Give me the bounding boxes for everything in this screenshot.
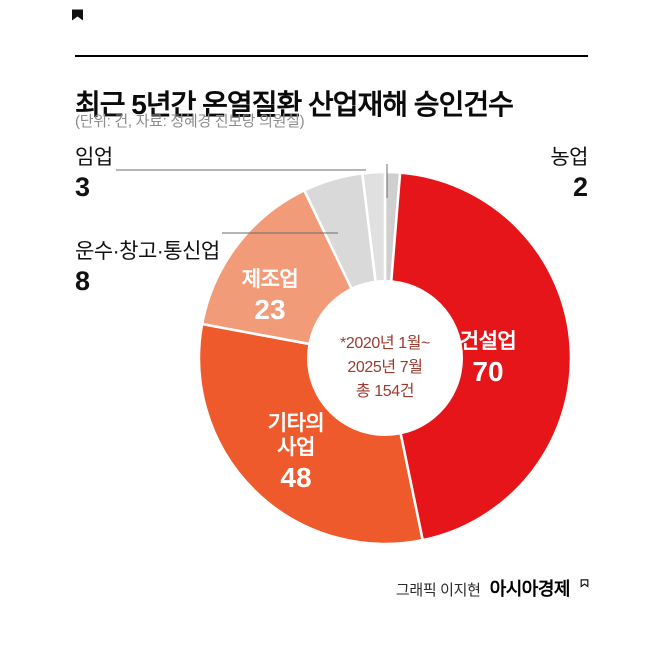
construction-value: 70: [472, 356, 504, 388]
other-business-name-line2: 사업: [277, 436, 315, 460]
manufacturing-value: 23: [254, 294, 286, 326]
construction-name: 건설업: [459, 330, 517, 353]
donut-center-hole: [307, 280, 463, 436]
footer-credit: 그래픽 이지현 아시아경제: [395, 575, 589, 601]
brand-name: 아시아경제: [489, 579, 571, 599]
chart-title: 최근 5년간 온열질환 산업재해 승인건수: [75, 88, 514, 120]
manufacturing-name: 제조업: [241, 268, 299, 291]
label-construction: 건설업 70: [438, 330, 538, 388]
agriculture-value: 2: [572, 172, 588, 203]
transport-value: 8: [75, 266, 91, 297]
other-business-value: 48: [280, 462, 312, 494]
center-note-line1: *2020년 1월~: [340, 335, 430, 352]
brand-logo-mark: [580, 575, 589, 593]
label-forestry: 임업 3: [75, 146, 113, 203]
transport-name: 운수·창고·통신업: [75, 240, 220, 263]
label-agriculture: 농업 2: [550, 146, 588, 203]
agriculture-name: 농업: [550, 146, 588, 169]
label-other-business: 기타의 사업 48: [246, 412, 346, 494]
corner-logo-mark: [70, 8, 85, 28]
top-divider: [75, 55, 588, 57]
center-note-line2: 2025년 7월: [347, 359, 423, 376]
graphic-credit: 그래픽 이지현: [395, 582, 481, 599]
center-note-line3: 총 154건: [355, 383, 415, 400]
forestry-name: 임업: [75, 146, 113, 169]
label-manufacturing: 제조업 23: [220, 268, 320, 326]
center-note: *2020년 1월~ 2025년 7월 총 154건: [305, 332, 465, 404]
chart-subtitle: (단위: 건, 자료: 정혜경 진보당 의원실): [75, 113, 305, 130]
other-business-name-line1: 기타의: [267, 412, 325, 435]
label-transport: 운수·창고·통신업 8: [75, 240, 220, 297]
pie-slice-construction: [383, 171, 573, 542]
forestry-value: 3: [75, 172, 91, 203]
